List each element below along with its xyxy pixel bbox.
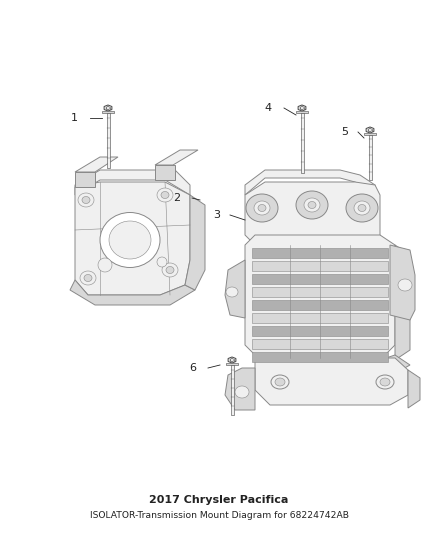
Polygon shape: [252, 339, 388, 349]
Text: 6: 6: [189, 363, 196, 373]
Text: 5: 5: [341, 127, 348, 137]
Polygon shape: [245, 235, 395, 360]
Ellipse shape: [246, 194, 278, 222]
Polygon shape: [252, 274, 388, 284]
Ellipse shape: [398, 279, 412, 291]
Ellipse shape: [78, 193, 94, 207]
Polygon shape: [368, 135, 371, 180]
Polygon shape: [185, 195, 205, 290]
Text: 1: 1: [71, 113, 78, 123]
Polygon shape: [252, 261, 388, 271]
Text: 4: 4: [265, 103, 272, 113]
Polygon shape: [408, 370, 420, 408]
Ellipse shape: [162, 263, 178, 277]
Ellipse shape: [258, 205, 266, 212]
Ellipse shape: [157, 188, 173, 202]
Ellipse shape: [275, 378, 285, 386]
Text: 3: 3: [213, 210, 220, 220]
Polygon shape: [257, 355, 410, 375]
Ellipse shape: [254, 201, 270, 215]
Polygon shape: [252, 313, 388, 323]
Circle shape: [157, 257, 167, 267]
Ellipse shape: [226, 287, 238, 297]
Circle shape: [98, 258, 112, 272]
Ellipse shape: [271, 375, 289, 389]
Polygon shape: [75, 172, 95, 187]
Polygon shape: [75, 157, 118, 172]
Ellipse shape: [84, 274, 92, 281]
Polygon shape: [155, 150, 198, 165]
Ellipse shape: [308, 201, 316, 208]
Ellipse shape: [354, 201, 370, 215]
Ellipse shape: [346, 194, 378, 222]
Polygon shape: [390, 245, 415, 320]
Ellipse shape: [100, 213, 160, 268]
Ellipse shape: [82, 197, 90, 204]
Ellipse shape: [380, 378, 390, 386]
Polygon shape: [245, 182, 380, 245]
Polygon shape: [70, 280, 195, 305]
Ellipse shape: [304, 198, 320, 212]
Polygon shape: [106, 113, 110, 168]
Polygon shape: [395, 245, 410, 360]
Ellipse shape: [161, 191, 169, 198]
Ellipse shape: [109, 221, 151, 259]
Polygon shape: [75, 170, 190, 195]
Polygon shape: [252, 248, 388, 258]
Ellipse shape: [296, 191, 328, 219]
Ellipse shape: [235, 386, 249, 398]
Polygon shape: [300, 113, 304, 173]
Polygon shape: [225, 260, 245, 318]
Polygon shape: [155, 165, 175, 180]
Ellipse shape: [376, 375, 394, 389]
Polygon shape: [245, 170, 375, 195]
Polygon shape: [252, 352, 388, 362]
Ellipse shape: [358, 205, 366, 212]
Polygon shape: [102, 111, 114, 113]
Polygon shape: [252, 287, 388, 297]
Polygon shape: [75, 182, 190, 295]
Text: 2: 2: [173, 193, 180, 203]
Ellipse shape: [80, 271, 96, 285]
Polygon shape: [104, 105, 112, 111]
Polygon shape: [366, 127, 374, 133]
Text: ISOLATOR-Transmission Mount Diagram for 68224742AB: ISOLATOR-Transmission Mount Diagram for …: [89, 512, 349, 521]
Polygon shape: [296, 111, 308, 113]
Polygon shape: [225, 368, 255, 410]
Text: 2017 Chrysler Pacifica: 2017 Chrysler Pacifica: [149, 495, 289, 505]
Ellipse shape: [166, 266, 174, 273]
Polygon shape: [252, 326, 388, 336]
Polygon shape: [252, 300, 388, 310]
Polygon shape: [255, 358, 408, 405]
Polygon shape: [298, 105, 306, 111]
Polygon shape: [228, 357, 236, 363]
Polygon shape: [230, 365, 233, 415]
Polygon shape: [226, 363, 238, 365]
Polygon shape: [364, 133, 376, 135]
